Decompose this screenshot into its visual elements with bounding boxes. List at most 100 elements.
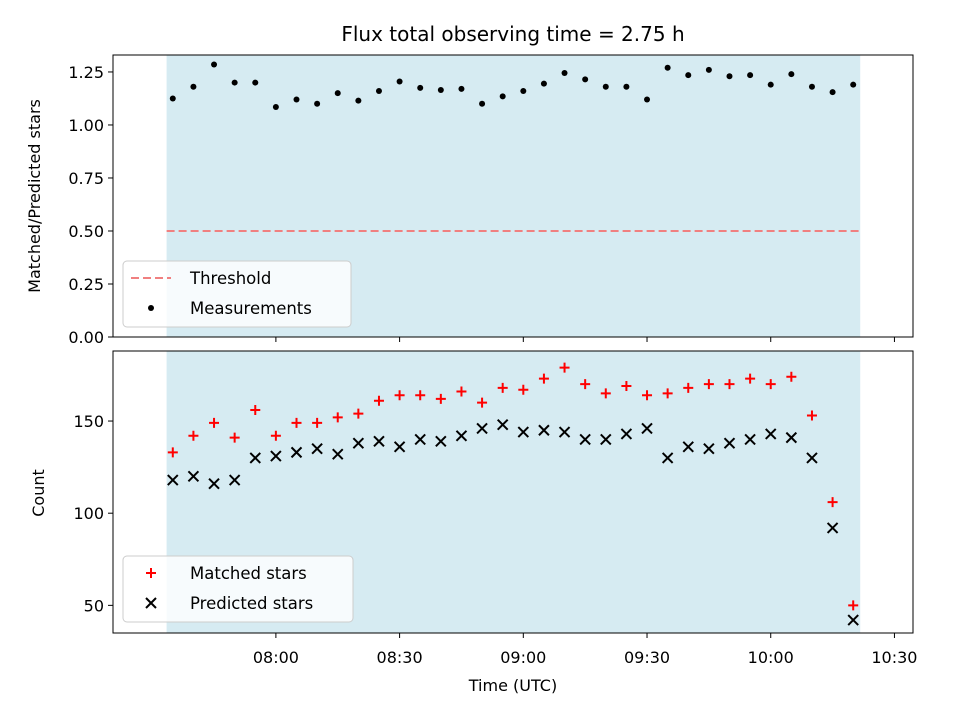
predicted-star-point <box>558 426 571 438</box>
y-tick-label: 0.75 <box>68 169 104 188</box>
predicted-star-point <box>414 433 426 446</box>
matched-star-point <box>538 373 549 384</box>
legend-matched-swatch <box>146 568 156 578</box>
predicted-star-point <box>187 470 200 483</box>
matched-star-point <box>580 379 591 390</box>
matched-star-point <box>621 381 632 392</box>
measurement-point <box>211 61 218 68</box>
legend-measurement-swatch <box>148 305 154 311</box>
chart-title: Flux total observing time = 2.75 h <box>341 22 684 46</box>
matched-star-point <box>827 497 838 508</box>
matched-star-point <box>703 379 714 390</box>
measurement-point <box>272 103 279 110</box>
y-tick-label: 1.25 <box>68 63 104 82</box>
measurement-point <box>644 96 651 103</box>
predicted-star-point <box>641 422 653 435</box>
y-tick-label: 0.50 <box>68 222 104 241</box>
predicted-star-point <box>826 522 839 534</box>
matched-star-point <box>270 430 281 441</box>
x-tick-label: 08:30 <box>377 648 423 667</box>
measurement-point <box>458 85 465 92</box>
measurement-point <box>169 95 176 102</box>
bottom-y-axis-label: Count <box>29 469 48 517</box>
x-tick-labels: 08:00 08:30 09:00 09:30 10:00 10:30 <box>253 648 918 667</box>
measurement-point <box>788 71 795 78</box>
measurement-point <box>705 66 712 73</box>
matched-star-point <box>683 382 694 393</box>
predicted-star-point <box>270 450 282 462</box>
measurement-point <box>602 83 609 90</box>
predicted-star-point <box>661 452 674 464</box>
measurement-point <box>767 81 774 88</box>
x-tick-label: 10:00 <box>748 648 794 667</box>
measurement-point <box>375 88 382 95</box>
matched-star-point <box>848 600 859 611</box>
predicted-star-point <box>620 428 633 440</box>
y-tick-label: 1.00 <box>68 116 104 135</box>
plot-frame <box>112 54 914 338</box>
predicted-star-point <box>744 433 756 446</box>
matched-star-point <box>497 382 508 393</box>
measurement-point <box>664 64 671 71</box>
matched-star-point <box>312 417 323 428</box>
matched-star-point <box>394 390 405 401</box>
y-tick-label: 0.00 <box>68 328 104 347</box>
y-tick-label: 100 <box>73 504 104 523</box>
measurement-point <box>252 79 259 86</box>
matched-star-point <box>765 379 776 390</box>
measurement-point <box>355 97 362 104</box>
measurement-point <box>396 78 403 85</box>
predicted-star-point <box>249 452 261 464</box>
x-tick-label: 10:30 <box>871 648 917 667</box>
measurement-point <box>499 93 506 100</box>
predicted-star-point <box>496 419 509 431</box>
measurement-point <box>561 70 568 77</box>
measurement-point <box>334 90 341 97</box>
predicted-star-point <box>723 437 736 449</box>
measurement-point <box>293 96 300 103</box>
legend-box <box>122 260 352 328</box>
measurement-point <box>829 89 836 96</box>
legend-label: Matched stars <box>190 564 307 583</box>
measurement-point <box>726 73 733 80</box>
matched-star-point <box>415 390 426 401</box>
x-tick-label: 08:00 <box>253 648 299 667</box>
legend-box <box>122 555 354 623</box>
measurement-point <box>190 83 197 90</box>
predicted-star-point <box>847 614 859 626</box>
predicted-star-point <box>785 431 798 444</box>
count-legend: Matched stars Predicted stars <box>122 555 354 623</box>
measurement-point <box>314 100 321 107</box>
matched-star-point <box>786 371 797 382</box>
matched-star-point <box>806 410 817 421</box>
measurement-point <box>747 72 754 79</box>
predicted-star-point <box>228 474 241 486</box>
measurement-point <box>231 79 238 86</box>
legend-label: Measurements <box>190 299 312 318</box>
predicted-star-point <box>806 452 818 464</box>
plot-frame <box>112 350 914 634</box>
measurement-point <box>479 100 486 107</box>
predicted-star-point <box>765 428 777 440</box>
predicted-star-point <box>332 448 344 460</box>
predicted-star-point <box>393 441 406 453</box>
y-tick-label: 150 <box>73 412 104 431</box>
matched-star-point <box>332 412 343 423</box>
matched-star-point <box>229 432 240 443</box>
predicted-star-point <box>311 442 323 455</box>
measurement-point <box>540 80 547 87</box>
predicted-star-point <box>703 442 715 455</box>
predicted-star-point <box>373 435 385 448</box>
y-tick-label: 0.25 <box>68 275 104 294</box>
predicted-star-point <box>538 424 550 436</box>
matched-star-point <box>477 397 488 408</box>
legend-predicted-swatch <box>145 597 157 609</box>
matched-star-point <box>518 384 529 395</box>
measurement-point <box>520 88 527 95</box>
predicted-star-point <box>455 430 468 442</box>
matched-star-point <box>373 395 384 406</box>
predicted-star-point <box>517 426 530 438</box>
legend-label: Predicted stars <box>190 594 313 613</box>
measurement-point <box>623 83 630 90</box>
